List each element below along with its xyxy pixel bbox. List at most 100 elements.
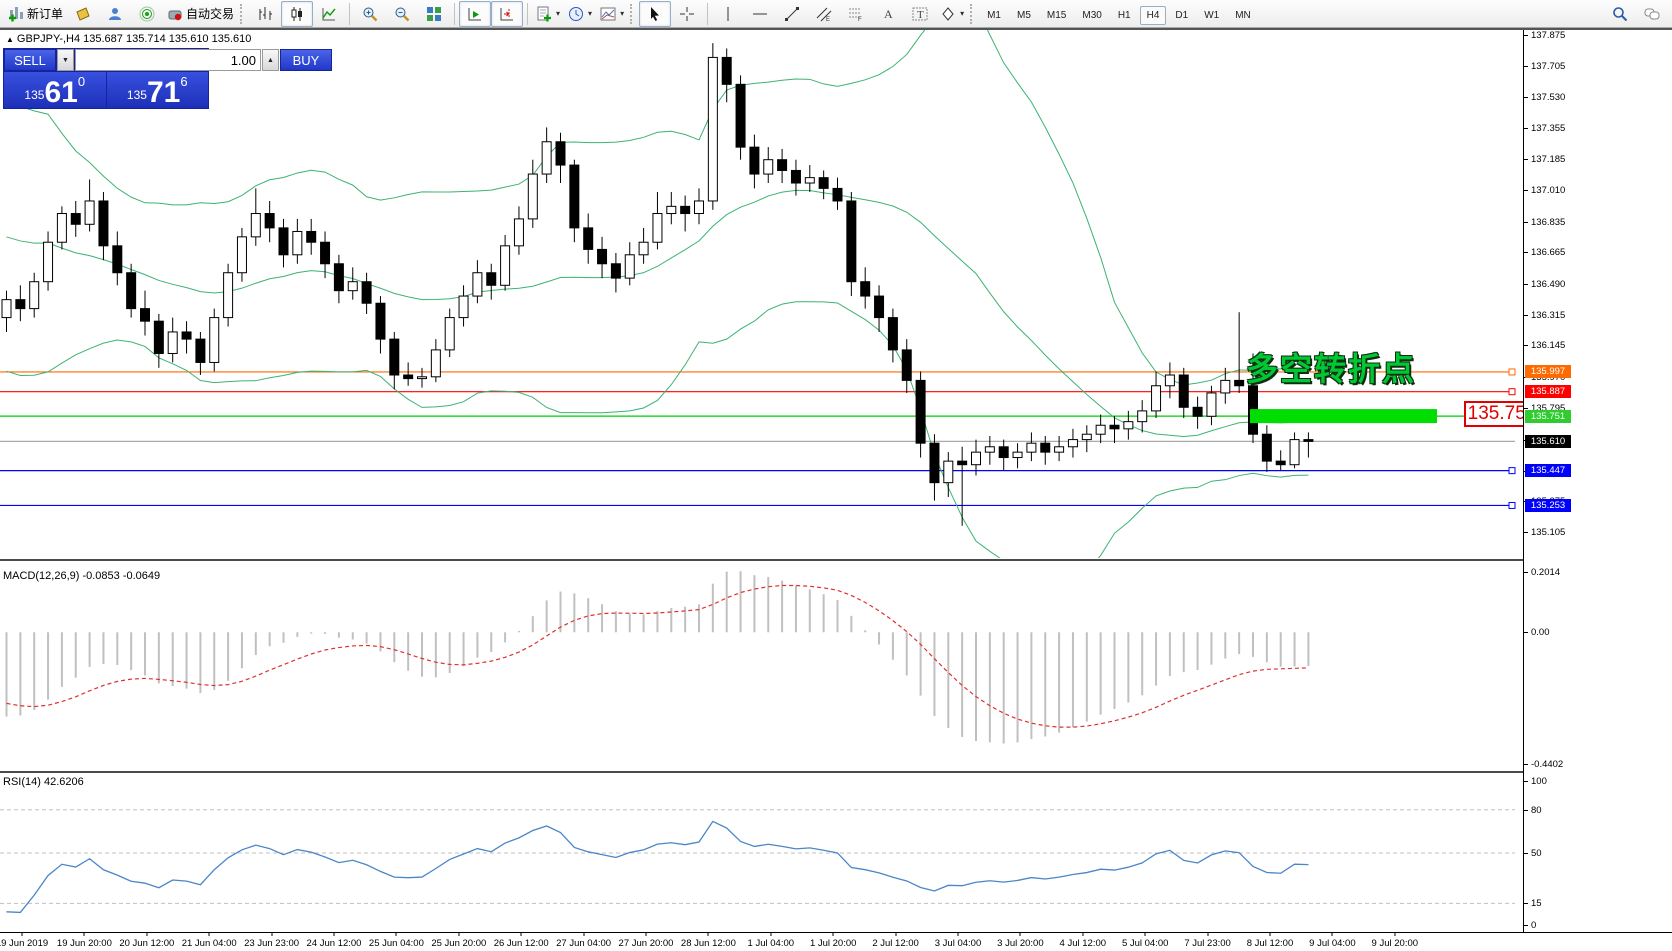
vertical-line-button[interactable] [712, 1, 744, 27]
chat-button[interactable] [1636, 1, 1668, 27]
tab-timeframe-d1[interactable]: D1 [1175, 9, 1189, 21]
tab-timeframe-m1[interactable]: M1 [987, 9, 1001, 21]
tab-timeframe-m15[interactable]: M15 [1046, 9, 1067, 21]
tab-timeframe-h4[interactable]: H4 [1139, 5, 1167, 25]
candle-bear [126, 272, 137, 310]
macd-histogram-bar [462, 632, 465, 667]
dropdown-arrow-icon: ▾ [556, 9, 561, 18]
autotrade-button[interactable]: 自动交易 [163, 1, 238, 27]
new-chart-button[interactable]: ▾ [532, 1, 564, 27]
time-axis-tick-mark [957, 933, 959, 936]
candle-bear [818, 177, 829, 189]
horizontal-line-icon [752, 6, 768, 22]
tab-timeframe-m30[interactable]: M30 [1082, 9, 1102, 21]
time-axis-tick-label: 26 Jun 12:00 [493, 938, 549, 949]
profiles-icon [107, 6, 123, 22]
symbol-collapse-icon[interactable]: ▲ [6, 35, 14, 44]
pane-splitter[interactable] [0, 558, 1672, 561]
macd-histogram-bar [656, 611, 659, 633]
macd-histogram-bar [919, 632, 922, 696]
price-axis-tick-mark [1524, 35, 1528, 36]
sell-button[interactable]: SELL [4, 49, 56, 71]
rsi-axis-tick-mark [1524, 809, 1528, 811]
toolbar-grip[interactable] [970, 3, 975, 24]
volume-input[interactable] [75, 49, 261, 71]
horizontal-line-button[interactable] [744, 1, 776, 27]
candle-bull [250, 213, 261, 238]
hline-marker[interactable] [1508, 388, 1516, 396]
price-axis[interactable]: 137.875 137.705 137.530 137.355 137.185 137.0… [1523, 30, 1672, 932]
cursor-button[interactable] [639, 0, 672, 27]
zoom-in-button[interactable] [354, 1, 386, 27]
tab-timeframe-w1[interactable]: W1 [1204, 9, 1220, 21]
pane-splitter[interactable] [0, 770, 1672, 773]
bar-chart-button[interactable] [249, 1, 281, 27]
toolbar-grip[interactable] [630, 3, 635, 24]
sell-quote[interactable]: 135 61 0 [4, 72, 106, 108]
profiles-button[interactable] [99, 1, 131, 27]
tile-windows-button[interactable] [418, 1, 450, 27]
search-button[interactable] [1604, 1, 1636, 27]
note-button[interactable] [67, 1, 99, 27]
crosshair-button[interactable] [671, 1, 703, 27]
candle-bull [513, 218, 524, 247]
price-axis-tick-label: 136.665 [1531, 247, 1566, 259]
price-level-badge: 135.610 [1525, 434, 1571, 448]
buy-quote[interactable]: 135 71 6 [106, 72, 208, 108]
signals-icon [139, 6, 155, 22]
time-axis-tick-mark [83, 933, 85, 936]
text-button[interactable]: A [872, 1, 904, 27]
toolbar-grip[interactable] [240, 3, 245, 24]
macd-histogram-bar [88, 632, 91, 667]
tab-timeframe-m5[interactable]: M5 [1017, 9, 1031, 21]
svg-text:E: E [826, 17, 830, 22]
macd-pane[interactable] [0, 560, 1523, 770]
macd-histogram-bar [573, 593, 576, 633]
time-axis-tick-label: 2 Jul 12:00 [872, 938, 919, 949]
candle-bear [1275, 460, 1286, 466]
hline-marker[interactable] [1508, 467, 1516, 475]
auto-scroll-button[interactable] [459, 0, 492, 27]
rsi-axis-tick-label: 15 [1531, 898, 1542, 910]
shapes-button[interactable]: ▾ [936, 1, 968, 27]
text-label-button[interactable]: T [904, 1, 936, 27]
tab-timeframe-h1[interactable]: H1 [1117, 9, 1131, 21]
new-order-button[interactable]: 新订单 [4, 1, 67, 27]
line-chart-button[interactable] [313, 1, 345, 27]
macd-histogram-bar [1182, 632, 1185, 673]
templates-button[interactable]: ▾ [596, 1, 628, 27]
candle-bull [1012, 451, 1023, 459]
macd-histogram-bar [739, 571, 742, 633]
hline-marker[interactable] [1508, 501, 1516, 509]
candle-bull [1026, 442, 1037, 453]
signals-button[interactable] [131, 1, 163, 27]
time-axis-tick-label: 3 Jul 04:00 [934, 938, 982, 949]
time-axis-tick-mark [770, 933, 772, 936]
zoom-out-button[interactable] [386, 1, 418, 27]
trendline-button[interactable] [776, 1, 808, 27]
macd-histogram-bar [296, 632, 299, 637]
volume-down-button[interactable]: ▼ [57, 49, 74, 71]
candle-bear [610, 263, 621, 279]
equidistant-channel-button[interactable]: E [808, 1, 840, 27]
periods-button[interactable]: ▾ [564, 1, 596, 27]
fibonacci-button[interactable]: F [840, 1, 872, 27]
buy-button[interactable]: BUY [280, 49, 332, 71]
macd-histogram-bar [684, 606, 687, 633]
candle-bull [29, 281, 40, 310]
macd-histogram-bar [227, 632, 230, 681]
tab-timeframe-mn[interactable]: MN [1235, 9, 1251, 21]
macd-histogram-bar [504, 632, 507, 643]
new-order-icon [8, 6, 24, 22]
main-price-pane[interactable] [0, 30, 1523, 558]
rsi-axis-tick-mark [1524, 781, 1528, 782]
price-axis-tick-label: 136.145 [1531, 340, 1566, 352]
hline-marker[interactable] [1508, 368, 1516, 376]
highlight-zone[interactable] [1250, 409, 1437, 424]
candlestick-chart-button[interactable] [281, 0, 314, 27]
rsi-pane[interactable] [0, 772, 1523, 932]
chart-shift-button[interactable] [491, 0, 524, 27]
volume-up-button[interactable]: ▲ [262, 49, 279, 71]
time-axis[interactable]: 19 Jun 2019 19 Jun 20:00 20 Jun 12:00 21 Ju… [0, 932, 1672, 951]
